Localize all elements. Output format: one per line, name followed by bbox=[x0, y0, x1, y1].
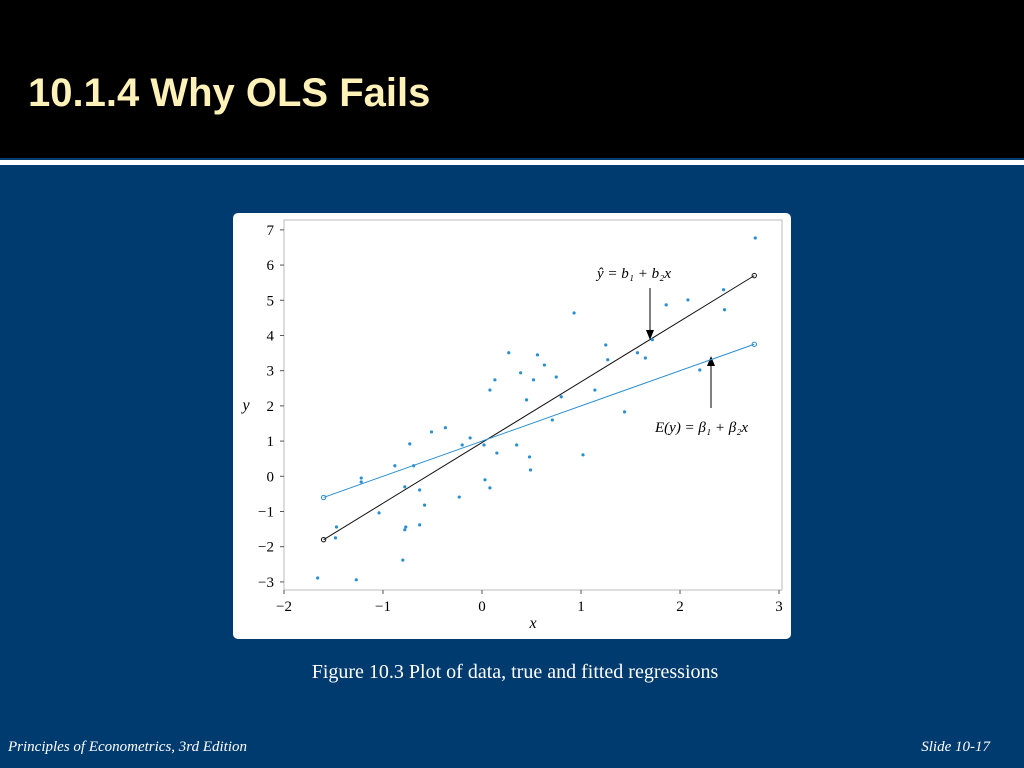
y-tick-label: −2 bbox=[258, 540, 274, 556]
caption: Figure 10.3 Plot of data, true and fitte… bbox=[312, 661, 719, 683]
footer-left: Principles of Econometrics, 3rd Edition bbox=[7, 739, 247, 755]
point bbox=[401, 558, 405, 562]
point bbox=[359, 476, 363, 480]
arrow-head bbox=[707, 356, 715, 366]
line-end bbox=[320, 536, 327, 543]
y-tick-label: 2 bbox=[267, 399, 275, 415]
point bbox=[550, 418, 554, 422]
point bbox=[412, 464, 416, 468]
y-tick-label: 5 bbox=[267, 293, 275, 309]
point bbox=[554, 375, 558, 379]
point bbox=[572, 311, 576, 315]
y-tick-label: 0 bbox=[267, 469, 275, 485]
point bbox=[515, 443, 519, 447]
y-tick-label: 4 bbox=[267, 328, 275, 344]
point bbox=[493, 378, 497, 382]
point bbox=[686, 298, 690, 302]
point bbox=[593, 388, 597, 392]
point bbox=[495, 451, 499, 455]
point bbox=[457, 495, 461, 499]
point bbox=[535, 353, 540, 357]
slide-title: 10.1.4 Why OLS Fails bbox=[28, 71, 430, 115]
point bbox=[316, 576, 320, 580]
point bbox=[635, 351, 640, 355]
point bbox=[488, 388, 492, 392]
point bbox=[468, 436, 472, 440]
point bbox=[622, 410, 627, 414]
line-end bbox=[751, 341, 757, 347]
x-axis-label: x bbox=[528, 615, 536, 632]
line-end bbox=[320, 494, 327, 501]
regression-line bbox=[323, 343, 755, 498]
point bbox=[460, 443, 464, 447]
y-tick-label: 7 bbox=[267, 223, 275, 239]
point bbox=[698, 368, 702, 372]
line-end bbox=[751, 272, 757, 279]
point bbox=[418, 488, 422, 492]
point bbox=[721, 288, 726, 292]
y-tick-label: −3 bbox=[258, 575, 274, 591]
point bbox=[359, 480, 363, 484]
y-tick-label: 3 bbox=[267, 364, 275, 380]
point bbox=[483, 478, 487, 482]
point bbox=[418, 523, 422, 527]
y-tick-label: 6 bbox=[267, 258, 275, 274]
x-tick-label: −2 bbox=[276, 599, 292, 615]
y-tick-label: 1 bbox=[267, 434, 275, 450]
title-band bbox=[0, 0, 1024, 158]
x-tick-label: 0 bbox=[478, 599, 486, 615]
plot: y x ŷ = b₁ + b₂x E(y) = β₁ + β₂x −2 −1 0 1 2… bbox=[240, 219, 783, 632]
divider bbox=[0, 160, 1024, 165]
point bbox=[334, 525, 339, 529]
point bbox=[404, 525, 408, 529]
annotation: E(y) = β₁ + β₂x bbox=[654, 420, 748, 436]
x-tick-label: 1 bbox=[577, 599, 585, 615]
point bbox=[606, 358, 610, 362]
point bbox=[524, 398, 529, 402]
point bbox=[422, 503, 427, 507]
point bbox=[528, 468, 533, 472]
footer-right: Slide 10-17 bbox=[921, 739, 991, 755]
point bbox=[542, 363, 546, 367]
point bbox=[519, 371, 523, 375]
x-tick-label: −1 bbox=[375, 599, 391, 615]
point bbox=[403, 528, 407, 532]
x-tick-label: 3 bbox=[775, 599, 783, 615]
annotation: ŷ = b₁ + b₂x bbox=[595, 266, 671, 282]
point bbox=[403, 485, 407, 489]
point bbox=[531, 378, 536, 382]
point bbox=[408, 442, 412, 446]
point bbox=[507, 351, 511, 355]
point bbox=[643, 356, 647, 360]
point bbox=[650, 338, 654, 342]
point bbox=[664, 303, 668, 307]
y-tick-label: −1 bbox=[258, 504, 274, 520]
point bbox=[488, 486, 492, 490]
point bbox=[354, 578, 358, 582]
point bbox=[722, 308, 727, 312]
regression-line bbox=[323, 275, 755, 541]
point bbox=[559, 395, 563, 399]
point bbox=[482, 443, 486, 447]
chart-panel bbox=[233, 213, 791, 639]
point bbox=[527, 455, 532, 459]
point bbox=[604, 343, 608, 347]
point bbox=[429, 430, 434, 434]
point bbox=[753, 236, 757, 240]
point bbox=[393, 464, 397, 468]
y-axis-label: y bbox=[240, 397, 250, 414]
point bbox=[581, 453, 585, 457]
arrow-head bbox=[646, 330, 654, 340]
plot-frame bbox=[283, 219, 783, 591]
point bbox=[377, 511, 381, 515]
x-tick-label: 2 bbox=[676, 599, 684, 615]
point bbox=[333, 536, 338, 540]
point bbox=[443, 426, 447, 430]
